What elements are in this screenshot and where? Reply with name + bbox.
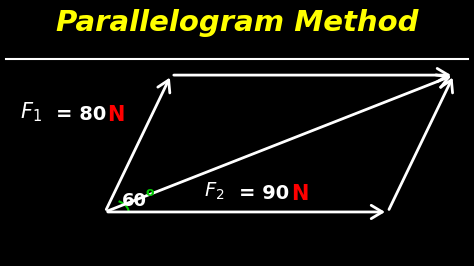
Text: 60: 60 (121, 192, 146, 210)
Text: N: N (108, 105, 125, 124)
Text: $F_1$: $F_1$ (20, 100, 42, 124)
Text: = 90: = 90 (239, 184, 290, 203)
Text: o: o (145, 186, 154, 199)
Text: = 80: = 80 (55, 105, 106, 124)
Text: N: N (291, 184, 309, 203)
Text: $F_2$: $F_2$ (204, 180, 225, 202)
Text: Parallelogram Method: Parallelogram Method (56, 9, 418, 37)
